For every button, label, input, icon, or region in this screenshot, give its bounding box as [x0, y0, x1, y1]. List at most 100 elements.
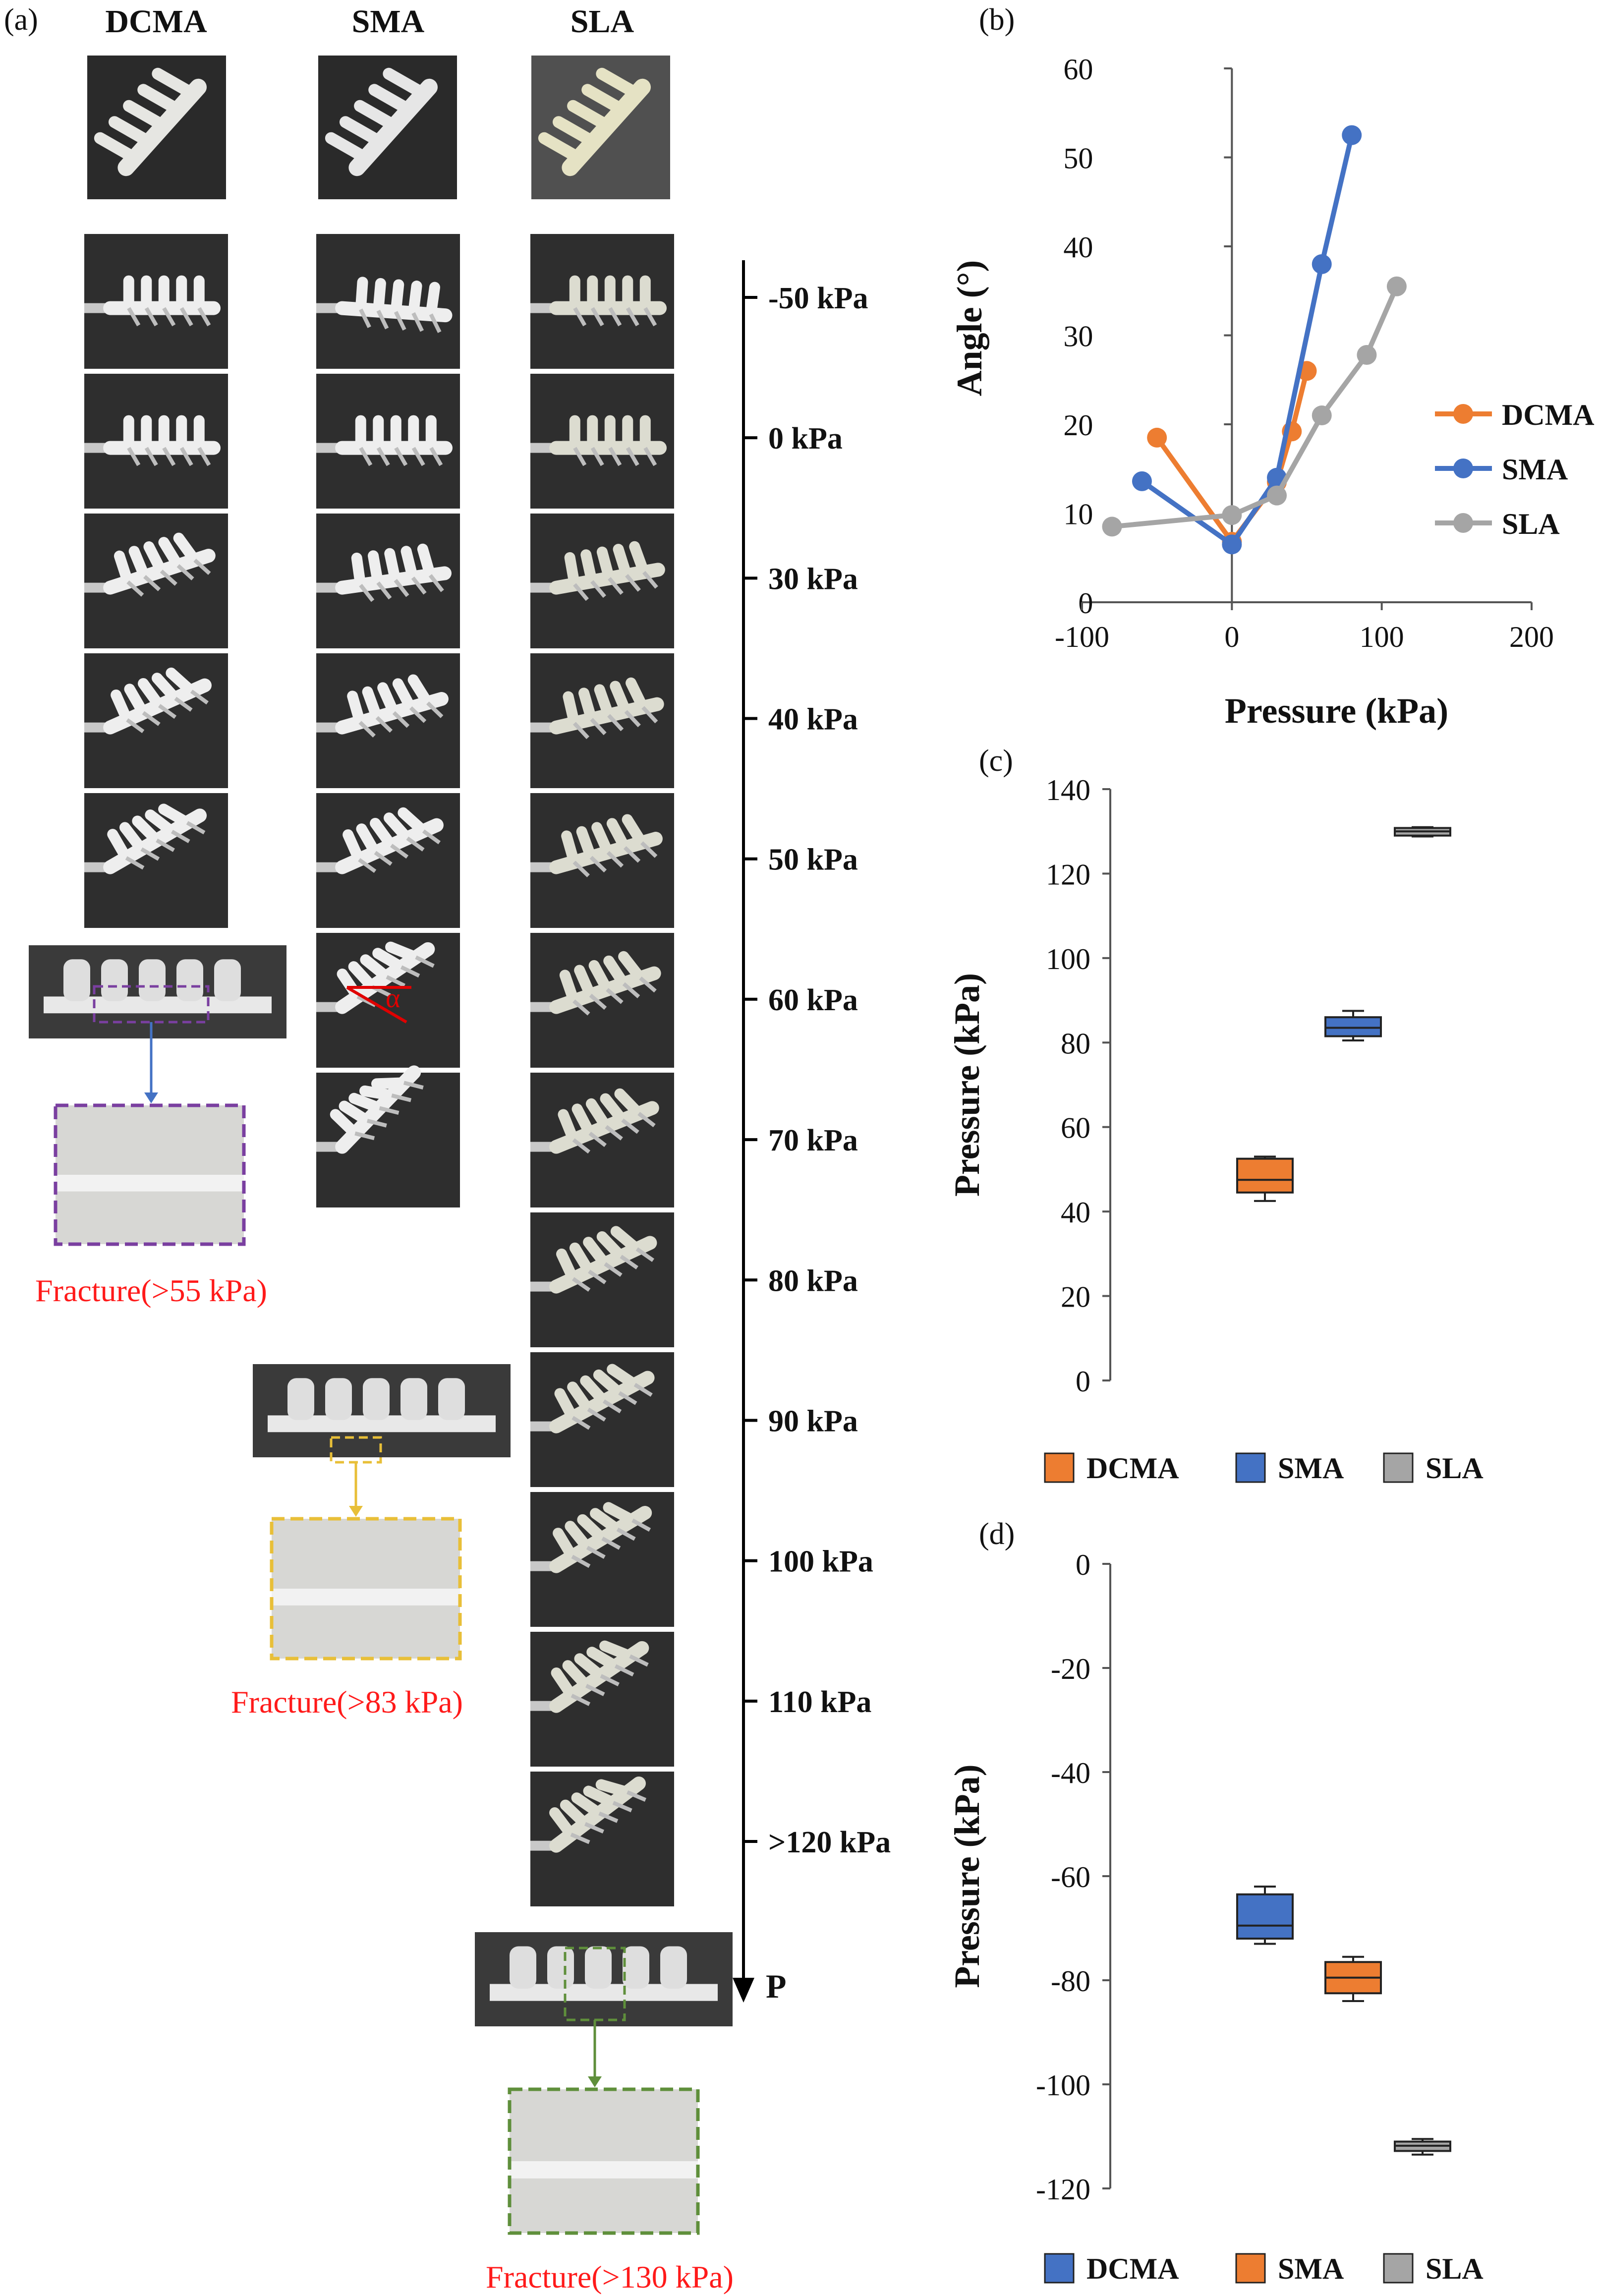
frame-sla-2-fin-2: [590, 447, 604, 466]
frame-sla-5-fin-4: [623, 846, 641, 863]
frame-sla-7-fin-5: [637, 1112, 656, 1128]
y-tick-label: 40: [1061, 1196, 1090, 1229]
column-header-sma: SMA: [352, 3, 425, 40]
photo-sla-top-finger-3: [567, 100, 614, 132]
legend-label-sma: SMA: [1278, 1452, 1344, 1485]
alpha-ray: [346, 986, 407, 1024]
frame-dcma-4-fin-2: [142, 711, 161, 726]
frame-dcma-1-fin-4: [179, 307, 193, 327]
frame-dcma-5-fin-2: [140, 847, 160, 861]
x-tick-label: 200: [1509, 621, 1554, 653]
frame-sla-5-finger-5: [622, 814, 647, 849]
point-dcma: [1147, 427, 1167, 448]
frame-sma-4-finger-1: [347, 690, 366, 728]
frame-sma-6-fin-5: [415, 955, 435, 968]
x-tick-label: 0: [1224, 621, 1239, 653]
frame-sma-4-fin-1: [358, 721, 376, 738]
pressure-label-4: 40 kPa: [768, 703, 858, 737]
frame-dcma-4-finger-2: [124, 684, 149, 718]
pressure-label-1: -50 kPa: [768, 282, 868, 315]
frame-sma-4-finger-5: [407, 674, 433, 709]
y-tick-label: -100: [1036, 2069, 1090, 2102]
frame-sla-6-finger-2: [574, 965, 596, 1001]
point-sla: [1312, 405, 1332, 426]
frame-sla-1-fin-5: [643, 307, 657, 327]
fracture-dcma-label: Fracture(>55 kPa): [35, 1273, 267, 1308]
panel-label-d: (d): [979, 1517, 1015, 1551]
frame-sla-1-fin-2: [590, 307, 604, 327]
frame-sla-11-fin-4: [614, 1664, 634, 1677]
frame-dcma-4-fin-3: [158, 704, 177, 719]
frame-sma-1-finger-2: [373, 278, 386, 316]
x-axis-title: Pressure (kPa): [1225, 691, 1448, 731]
frame-sla-2-fin-3: [608, 447, 622, 466]
frame-dcma-1-fin-5: [197, 307, 211, 327]
frame-sla-8-fin-3: [604, 1262, 623, 1277]
pressure-label-8: 80 kPa: [768, 1264, 858, 1298]
photo-dcma-top-finger-4: [137, 84, 184, 116]
frame-sla-2-fin-1: [573, 447, 587, 466]
frame-sla-12-fin-4: [612, 1801, 632, 1813]
frame-sma-2-fin-1: [359, 447, 373, 466]
series-line-sla: [1111, 285, 1399, 529]
point-sma: [1312, 254, 1332, 274]
frame-dcma-3-fin-4: [176, 564, 194, 580]
frame-sma-2-fin-3: [394, 447, 408, 466]
frame-sma-4-finger-4: [392, 678, 416, 713]
frame-sla-3-fin-3: [608, 577, 624, 595]
y-tick-label: 120: [1046, 858, 1090, 891]
frame-sla-12-fin-1: [570, 1833, 590, 1844]
frame-sma-7-finger-4: [359, 1085, 398, 1101]
frame-sma-1-fin-1: [359, 308, 371, 328]
frame-sla-10-fin-3: [601, 1537, 621, 1550]
photo-sla-top-finger-5: [596, 67, 643, 100]
y-tick-label: 60: [1063, 53, 1093, 86]
frame-sma-5-fin-4: [406, 836, 425, 852]
fracture-sma-photo-finger-4: [400, 1378, 427, 1420]
frame-dcma-3-fin-1: [126, 580, 144, 597]
frame-sma-1-fin-3: [394, 311, 406, 331]
frame-sla-9-finger-1: [554, 1388, 578, 1423]
frame-sma-3-fin-4: [411, 576, 427, 595]
y-tick-label: -80: [1051, 1965, 1090, 1998]
frame-sla-7-finger-4: [600, 1093, 628, 1126]
frame-sma-7-fin-2: [366, 1119, 387, 1128]
fracture-sla-photo-finger-3: [585, 1946, 612, 1989]
frame-sla-10-fin-2: [586, 1546, 606, 1559]
box-dcma-iqr: [1236, 1157, 1294, 1194]
frame-sma-4-finger-3: [377, 682, 400, 718]
frame-sma-3-fin-3: [394, 579, 409, 597]
frame-dcma-4-finger-4: [152, 673, 181, 704]
frame-sla-3-finger-1: [564, 552, 580, 590]
frame-sla-5-fin-3: [606, 851, 624, 868]
frame-sma-7-fin-1: [354, 1131, 375, 1141]
legend-label-sla: SLA: [1426, 2252, 1484, 2285]
frame-sla-3-finger-5: [629, 541, 650, 578]
frame-dcma-2-fin-5: [197, 447, 211, 466]
frame-dcma-5-fin-5: [186, 821, 206, 835]
frame-dcma-3-fin-2: [143, 575, 161, 591]
legend-label-sma: SMA: [1502, 453, 1568, 486]
y-tick-label: -40: [1051, 1757, 1090, 1789]
legend-swatch-sma: [1235, 1452, 1266, 1483]
point-sma: [1132, 471, 1152, 491]
panel-label-b: (b): [979, 3, 1015, 37]
frame-sla-11-finger-2: [562, 1660, 592, 1691]
fracture-dcma-zoom-arrowhead: [144, 1092, 158, 1103]
photo-sma-top-finger-4: [368, 84, 415, 116]
series-line-sma: [1141, 134, 1355, 547]
frame-sla-12-fin-2: [584, 1822, 604, 1834]
pressure-label-6: 60 kPa: [768, 983, 858, 1017]
y-tick-label: 140: [1046, 774, 1090, 806]
frame-sma-5-finger-1: [343, 829, 365, 865]
frame-sla-3-fin-5: [642, 571, 658, 589]
y-tick-label: 0: [1076, 1365, 1090, 1398]
frame-sla-9-fin-3: [602, 1399, 622, 1414]
frame-sla-12-fin-3: [598, 1811, 619, 1823]
frame-sma-1-fin-5: [429, 313, 442, 333]
frame-sla-6-fin-5: [639, 976, 657, 993]
point-sla: [1102, 517, 1122, 537]
frame-sla-6-fin-2: [589, 993, 607, 1010]
frame-sma-6-finger-3: [360, 954, 393, 982]
